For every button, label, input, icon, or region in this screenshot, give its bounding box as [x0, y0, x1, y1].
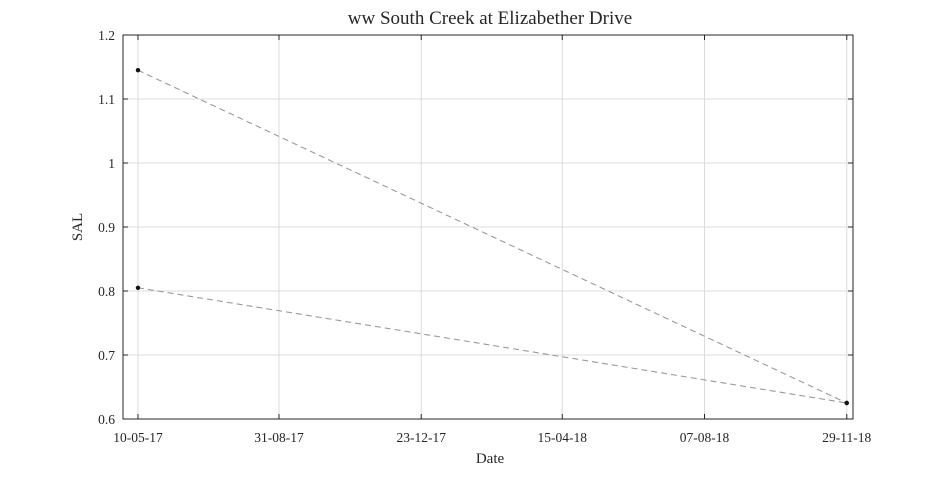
- y-tick-label: 0.7: [98, 348, 115, 363]
- x-tick-label: 29-11-18: [822, 430, 871, 445]
- y-tick-label: 1.2: [98, 28, 115, 43]
- series-line: [137, 69, 847, 404]
- y-tick-label: 1: [108, 156, 115, 171]
- y-tick-label: 0.8: [98, 284, 115, 299]
- y-axis-label: SAL: [70, 213, 86, 241]
- data-point: [135, 285, 141, 290]
- x-tick-label: 07-08-18: [680, 430, 730, 445]
- series-layer: [135, 68, 849, 406]
- label-layer: 10-05-17 31-08-17 23-12-17 15-04-18 07-08-18…: [98, 28, 871, 445]
- x-tick-label: 15-04-18: [537, 430, 587, 445]
- data-point: [844, 400, 849, 406]
- y-tick-label: 0.6: [98, 412, 115, 427]
- x-axis-label: Date: [476, 451, 505, 467]
- x-tick-label: 10-05-17: [113, 430, 163, 445]
- data-point: [135, 68, 141, 73]
- tick-layer: [123, 34, 853, 420]
- y-tick-label: 1.1: [98, 92, 115, 107]
- chart-title: ww South Creek at Elizabether Drive: [348, 8, 632, 29]
- x-tick-label: 23-12-17: [396, 430, 446, 445]
- y-tick-label: 0.9: [98, 220, 115, 235]
- x-tick-label: 31-08-17: [254, 430, 304, 445]
